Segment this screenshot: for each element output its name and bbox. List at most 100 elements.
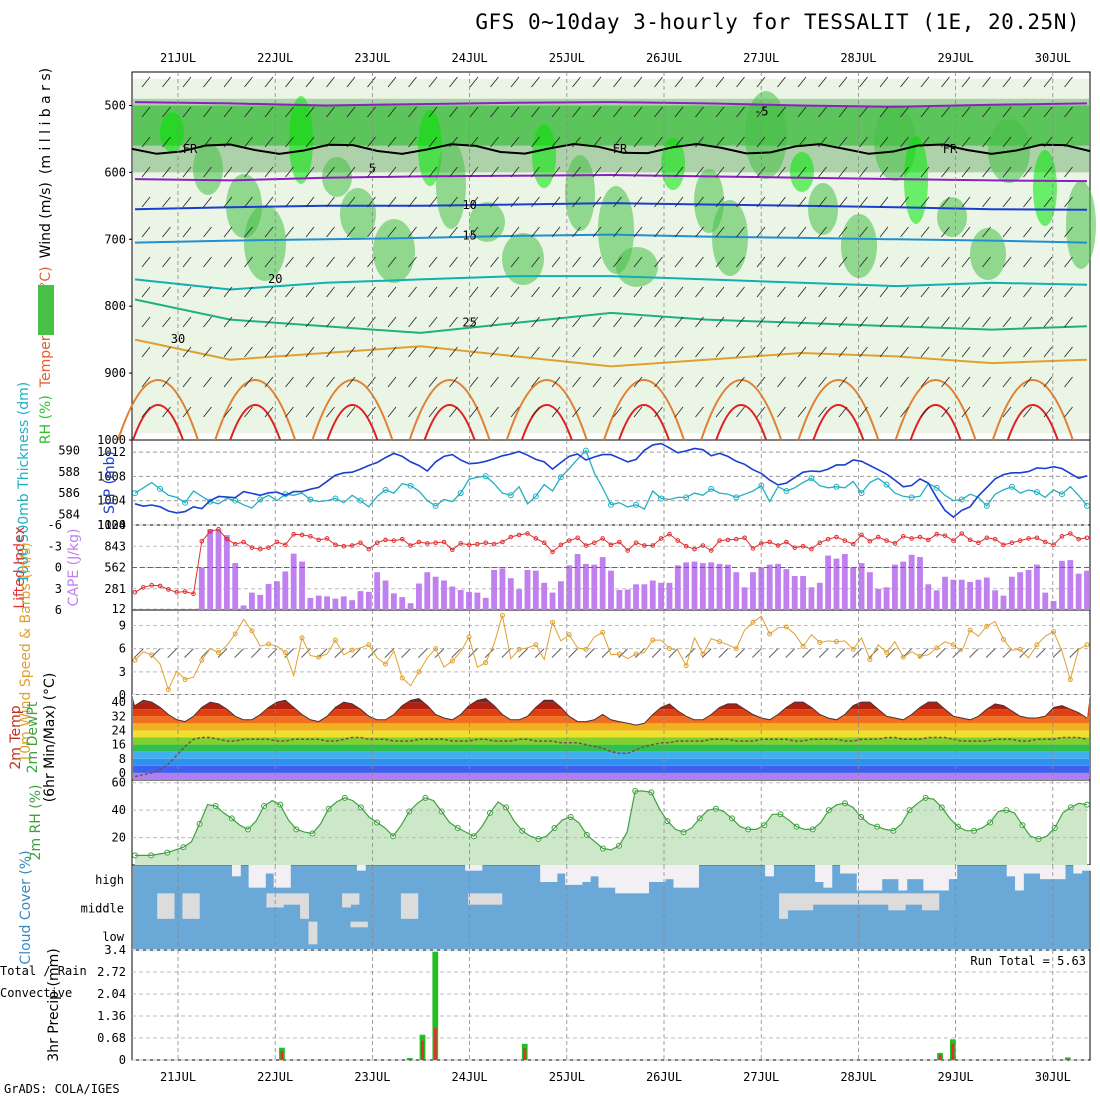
wind-barb	[267, 648, 278, 658]
lifted-point	[867, 538, 873, 544]
wind-barb	[223, 316, 233, 328]
wind-barb	[244, 256, 253, 268]
wind-barb	[510, 406, 520, 418]
wind-barb	[1043, 406, 1053, 418]
wind-barb	[346, 226, 356, 238]
wind-barb	[518, 648, 528, 658]
wind-barb	[736, 286, 745, 298]
wind-barb	[715, 76, 725, 88]
rh-ylabel: 2m RH (%)	[28, 785, 44, 861]
clear-cell	[598, 865, 608, 888]
wind-barb	[618, 648, 629, 658]
wind-barb	[1023, 256, 1032, 268]
cape-bar	[1000, 595, 1007, 610]
cloud-level-label: low	[102, 930, 124, 944]
hot-contour	[520, 404, 573, 441]
clear-cell	[673, 865, 683, 888]
wind-barb	[879, 76, 889, 88]
wind-barb	[162, 376, 171, 388]
cape-bar	[324, 596, 330, 610]
wind-barb	[326, 346, 335, 358]
thickness-point	[157, 485, 164, 492]
cape-bar	[691, 561, 698, 610]
wind-barb	[674, 76, 684, 88]
clear-cell	[823, 865, 833, 888]
wind-barb	[1043, 376, 1053, 388]
cape-bar	[365, 591, 372, 610]
wind-barb	[674, 316, 684, 328]
clear-cell	[631, 865, 641, 894]
clear-cell	[273, 865, 283, 888]
wind-barb	[633, 346, 643, 358]
cape-bar	[566, 565, 573, 610]
wind-barb	[408, 166, 417, 178]
lifted-point	[951, 538, 956, 543]
wind-barb	[367, 376, 376, 388]
wind-barb	[674, 286, 684, 298]
wind-barb	[531, 406, 540, 418]
wind-barb	[531, 316, 540, 328]
wind-point	[1051, 629, 1057, 635]
wind-barb	[551, 196, 561, 208]
clear-cell	[863, 893, 873, 905]
wind-barb	[633, 76, 643, 88]
wind-barb	[203, 106, 212, 118]
cape-bar	[399, 597, 406, 610]
wind-barb	[572, 226, 581, 238]
wind-barb	[387, 406, 397, 418]
wind-barb	[900, 286, 909, 298]
wind-barb	[592, 376, 602, 388]
wind-barb	[184, 648, 194, 658]
cape-bar	[841, 554, 848, 610]
wind-barb	[162, 226, 171, 238]
wind-barb	[756, 106, 766, 118]
wind-barb	[182, 286, 192, 298]
wind-barb	[838, 196, 848, 208]
lifted-point	[358, 540, 363, 546]
isotherm-line	[134, 338, 1088, 368]
y-tick: 700	[104, 232, 126, 246]
wind-barb	[900, 406, 909, 418]
wind-barb	[285, 136, 294, 148]
wind-barb	[633, 286, 643, 298]
clear-cell	[350, 921, 360, 928]
wind-barb	[654, 316, 663, 328]
wind-barb	[777, 256, 786, 268]
wind-barb	[531, 226, 540, 238]
wind-barb	[264, 136, 274, 148]
wind-barb	[182, 376, 192, 388]
wind-barb	[572, 316, 581, 328]
wind-barb	[982, 196, 991, 208]
wind-barb	[490, 196, 499, 208]
wind-barb	[1064, 256, 1073, 268]
wind-barb	[818, 648, 829, 658]
y-tick-left: -3	[48, 539, 62, 553]
wind-barb	[162, 76, 171, 88]
wind-barb	[654, 226, 663, 238]
wind-barb	[592, 106, 602, 118]
y-tick-right: 1004	[97, 494, 126, 508]
wind-barb	[736, 316, 745, 328]
cape-bar	[616, 589, 623, 610]
cape-bar	[967, 582, 974, 610]
clear-cell	[921, 893, 931, 911]
wind-barb	[1043, 196, 1053, 208]
wind-barb	[572, 106, 581, 118]
wind-barb	[387, 226, 397, 238]
wind-barb	[305, 226, 315, 238]
wind-barb	[244, 226, 253, 238]
wind-barb	[1023, 406, 1032, 418]
wind-barb	[982, 376, 991, 388]
wind-barb	[223, 166, 233, 178]
wind-barb	[387, 376, 397, 388]
isotherm-line	[134, 233, 1088, 244]
wind-barb	[141, 106, 151, 118]
cape-bar	[892, 564, 898, 610]
wind-barb	[141, 136, 151, 148]
clear-cell	[906, 865, 916, 880]
wind-barb	[797, 256, 807, 268]
precip-conv-bar	[280, 1050, 284, 1060]
thickness-point	[357, 497, 364, 504]
slp-ylabel: SLP (mb)	[102, 451, 118, 514]
